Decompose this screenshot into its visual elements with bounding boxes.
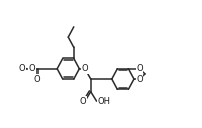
- Text: O: O: [136, 74, 142, 84]
- Text: O: O: [33, 74, 40, 84]
- Text: O: O: [19, 64, 25, 73]
- Text: O: O: [81, 64, 88, 73]
- Text: O: O: [29, 64, 35, 73]
- Text: O: O: [136, 64, 142, 73]
- Text: OH: OH: [97, 97, 110, 106]
- Text: O: O: [80, 97, 86, 106]
